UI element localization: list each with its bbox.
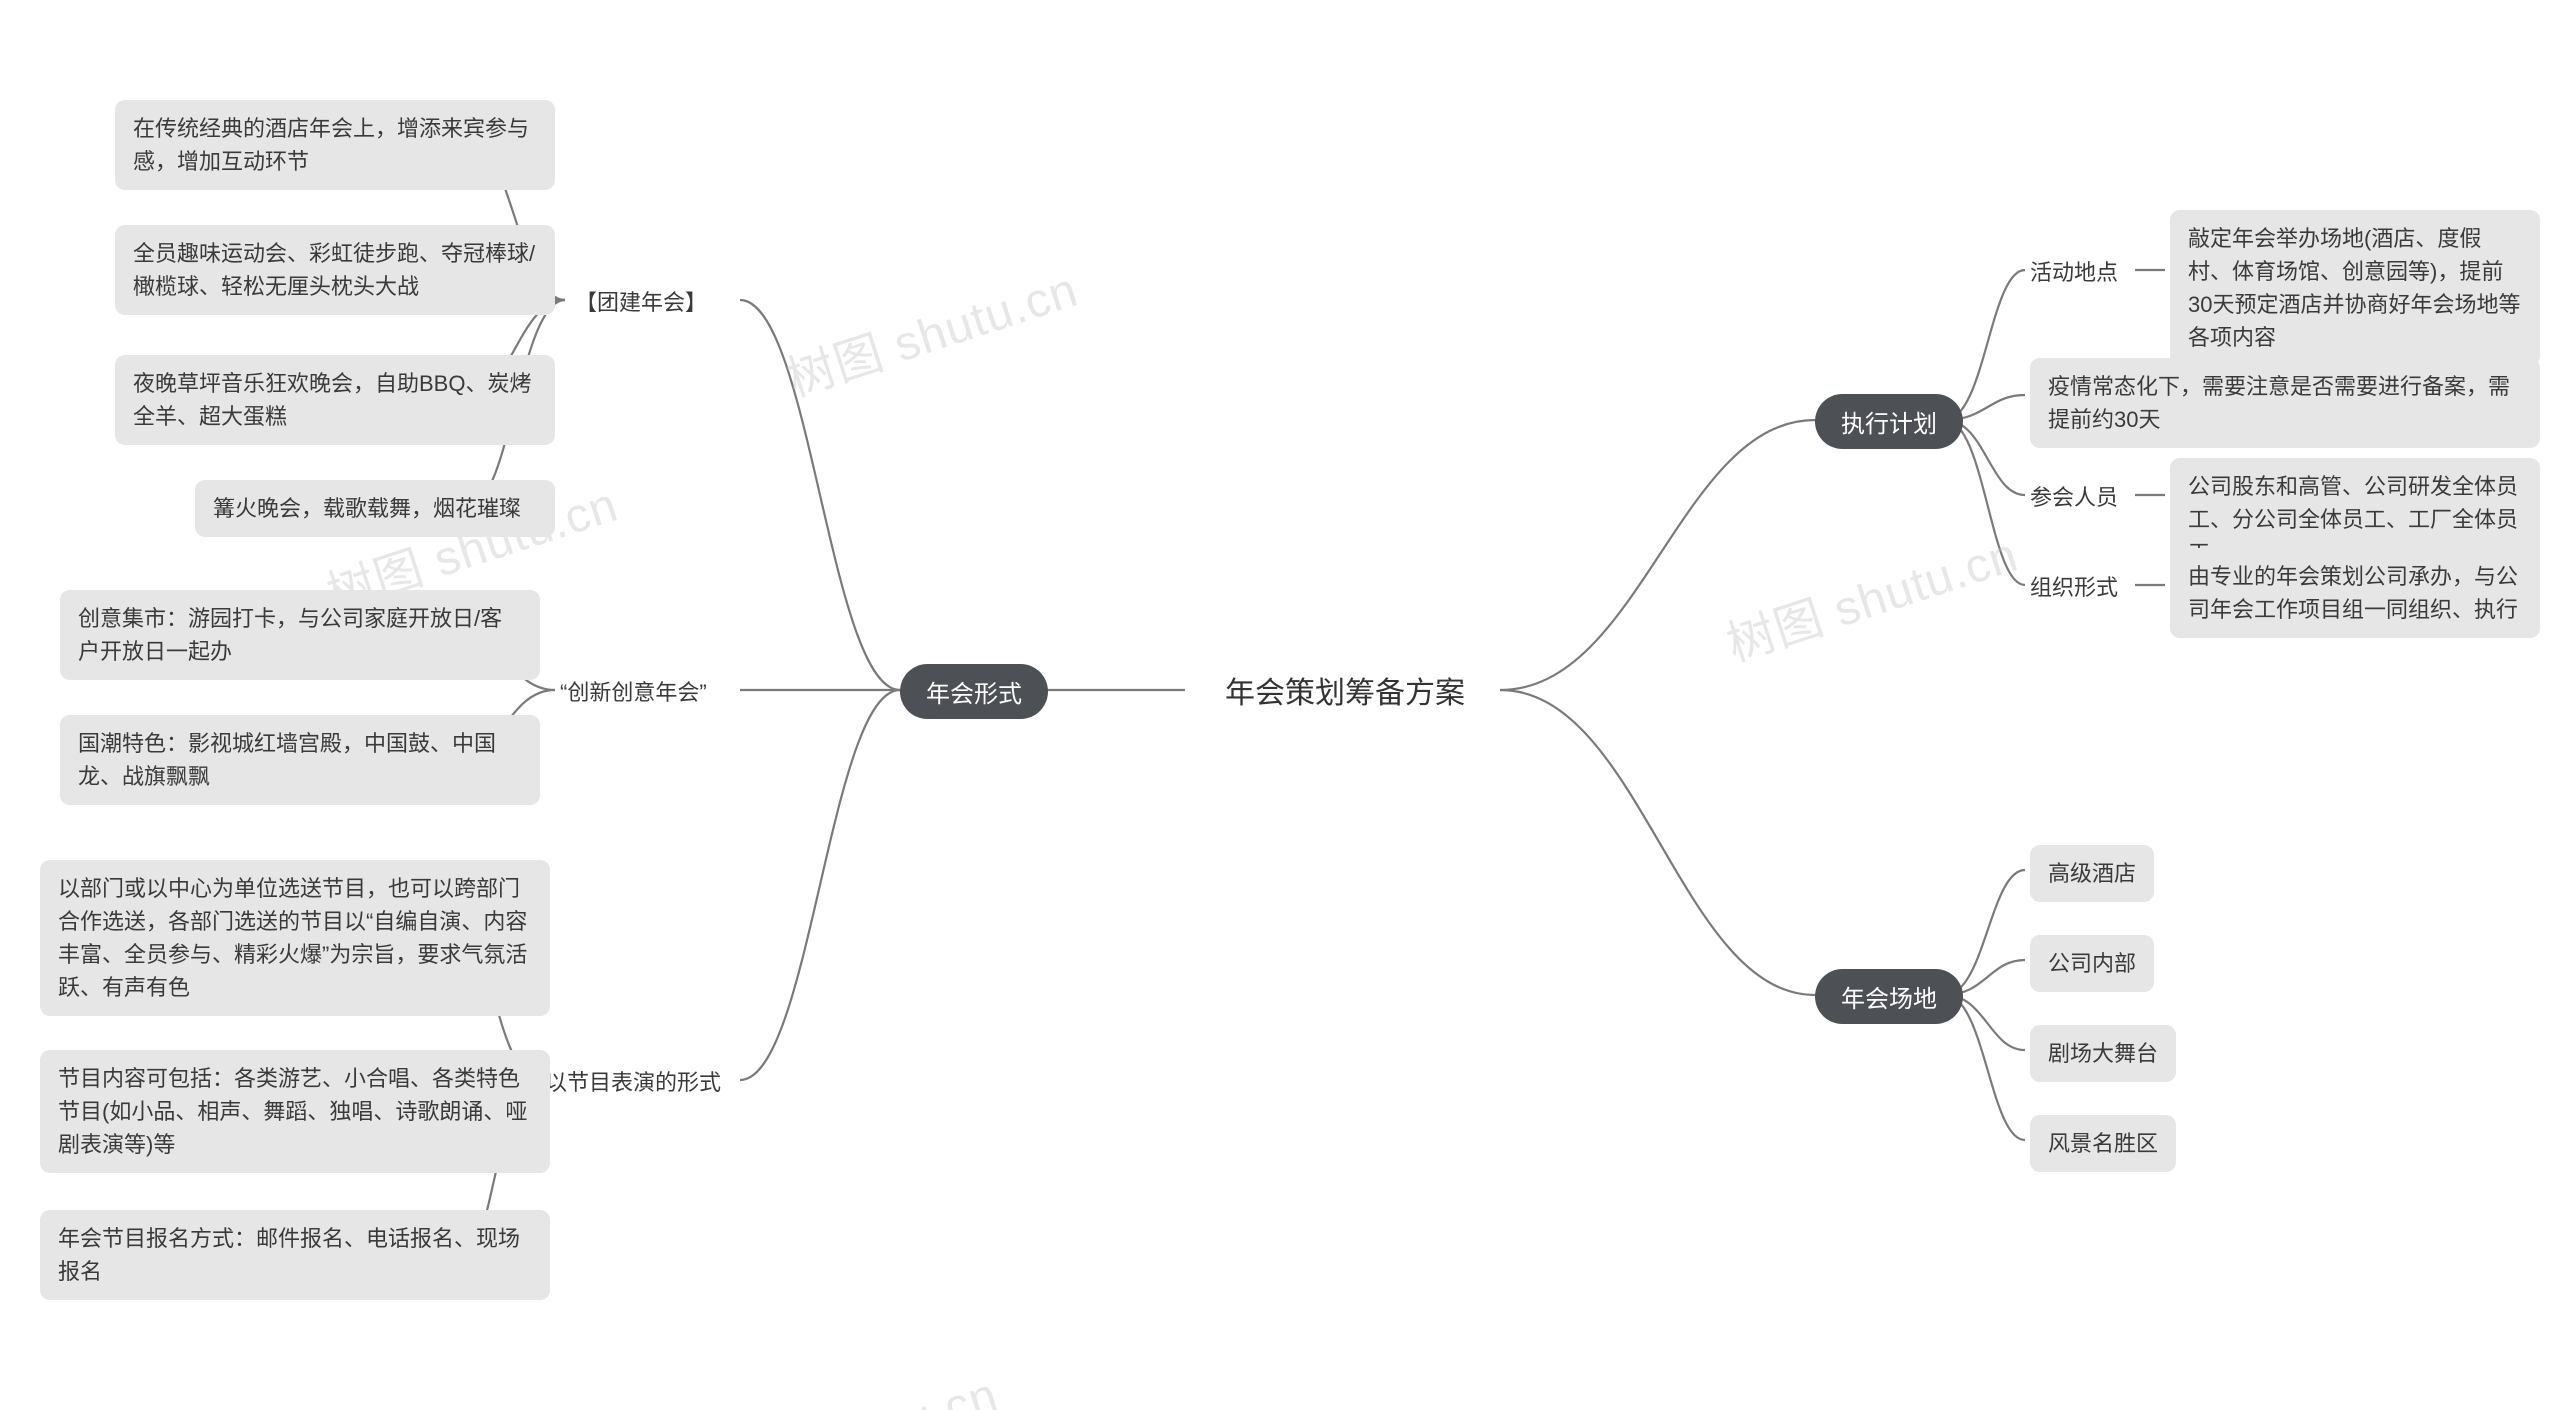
team-item-0-text: 在传统经典的酒店年会上，增添来宾参与感，增加互动环节	[133, 112, 537, 178]
show-item-0: 以部门或以中心为单位选送节目，也可以跨部门合作选送，各部门选送的节目以“自编自演…	[40, 860, 550, 1016]
plan-sub-2: 参会人员	[2030, 480, 2118, 512]
venue-text-1-text: 公司内部	[2048, 947, 2136, 980]
group-creative-label: “创新创意年会”	[560, 675, 707, 707]
team-item-3-text: 篝火晚会，载歌载舞，烟花璀璨	[213, 492, 521, 525]
venue-text-2: 剧场大舞台	[2030, 1025, 2176, 1082]
plan-sub-3-text: 组织形式	[2030, 570, 2118, 602]
plan-text-1: 疫情常态化下，需要注意是否需要进行备案，需提前约30天	[2030, 358, 2540, 448]
group-creative-text: “创新创意年会”	[560, 675, 707, 707]
venue-text-1: 公司内部	[2030, 935, 2154, 992]
branch-left-label: 年会形式	[926, 674, 1022, 709]
group-team-label: 【团建年会】	[575, 285, 707, 317]
show-item-2: 年会节目报名方式：邮件报名、电话报名、现场报名	[40, 1210, 550, 1300]
creative-item-0: 创意集市：游园打卡，与公司家庭开放日/客户开放日一起办	[60, 590, 540, 680]
plan-sub-3: 组织形式	[2030, 570, 2118, 602]
team-item-2: 夜晚草坪音乐狂欢晚会，自助BBQ、炭烤全羊、超大蛋糕	[115, 355, 555, 445]
creative-item-1-text: 国潮特色：影视城红墙宫殿，中国鼓、中国龙、战旗飘飘	[78, 727, 522, 793]
plan-text-1-text: 疫情常态化下，需要注意是否需要进行备案，需提前约30天	[2048, 370, 2522, 436]
watermark: 树图 shutu.cn	[777, 250, 1086, 410]
show-item-2-text: 年会节目报名方式：邮件报名、电话报名、现场报名	[58, 1222, 532, 1288]
team-item-1-text: 全员趣味运动会、彩虹徒步跑、夺冠棒球/橄榄球、轻松无厘头枕头大战	[133, 237, 537, 303]
creative-item-0-text: 创意集市：游园打卡，与公司家庭开放日/客户开放日一起办	[78, 602, 522, 668]
plan-text-0-text: 敲定年会举办场地(酒店、度假村、体育场馆、创意园等)，提前30天预定酒店并协商好…	[2188, 222, 2522, 354]
plan-text-3-text: 由专业的年会策划公司承办，与公司年会工作项目组一同组织、执行	[2188, 560, 2522, 626]
show-item-1-text: 节目内容可包括：各类游艺、小合唱、各类特色节目(如小品、相声、舞蹈、独唱、诗歌朗…	[58, 1062, 532, 1161]
team-item-3: 篝火晚会，载歌载舞，烟花璀璨	[195, 480, 555, 537]
venue-text-3: 风景名胜区	[2030, 1115, 2176, 1172]
venue-text-0: 高级酒店	[2030, 845, 2154, 902]
plan-sub-0: 活动地点	[2030, 255, 2118, 287]
branch-left: 年会形式	[900, 664, 1048, 719]
watermark: 树图 shutu.cn	[697, 1355, 1006, 1410]
group-show-label: 以节目表演的形式	[545, 1065, 721, 1097]
root-node: 年会策划筹备方案	[1185, 668, 1505, 712]
team-item-1: 全员趣味运动会、彩虹徒步跑、夺冠棒球/橄榄球、轻松无厘头枕头大战	[115, 225, 555, 315]
group-team-text: 【团建年会】	[575, 285, 707, 317]
watermark: 树图 shutu.cn	[1717, 515, 2026, 675]
plan-text-0: 敲定年会举办场地(酒店、度假村、体育场馆、创意园等)，提前30天预定酒店并协商好…	[2170, 210, 2540, 366]
plan-sub-2-text: 参会人员	[2030, 480, 2118, 512]
branch-plan-label: 执行计划	[1841, 404, 1937, 439]
team-item-0: 在传统经典的酒店年会上，增添来宾参与感，增加互动环节	[115, 100, 555, 190]
branch-plan: 执行计划	[1815, 394, 1963, 449]
group-show-text: 以节目表演的形式	[545, 1065, 721, 1097]
venue-text-3-text: 风景名胜区	[2048, 1127, 2158, 1160]
show-item-1: 节目内容可包括：各类游艺、小合唱、各类特色节目(如小品、相声、舞蹈、独唱、诗歌朗…	[40, 1050, 550, 1173]
venue-text-2-text: 剧场大舞台	[2048, 1037, 2158, 1070]
root-text: 年会策划筹备方案	[1225, 668, 1465, 712]
venue-text-0-text: 高级酒店	[2048, 857, 2136, 890]
branch-venue-label: 年会场地	[1841, 979, 1937, 1014]
creative-item-1: 国潮特色：影视城红墙宫殿，中国鼓、中国龙、战旗飘飘	[60, 715, 540, 805]
show-item-0-text: 以部门或以中心为单位选送节目，也可以跨部门合作选送，各部门选送的节目以“自编自演…	[58, 872, 532, 1004]
plan-text-3: 由专业的年会策划公司承办，与公司年会工作项目组一同组织、执行	[2170, 548, 2540, 638]
branch-venue: 年会场地	[1815, 969, 1963, 1024]
team-item-2-text: 夜晚草坪音乐狂欢晚会，自助BBQ、炭烤全羊、超大蛋糕	[133, 367, 537, 433]
plan-sub-0-text: 活动地点	[2030, 255, 2118, 287]
